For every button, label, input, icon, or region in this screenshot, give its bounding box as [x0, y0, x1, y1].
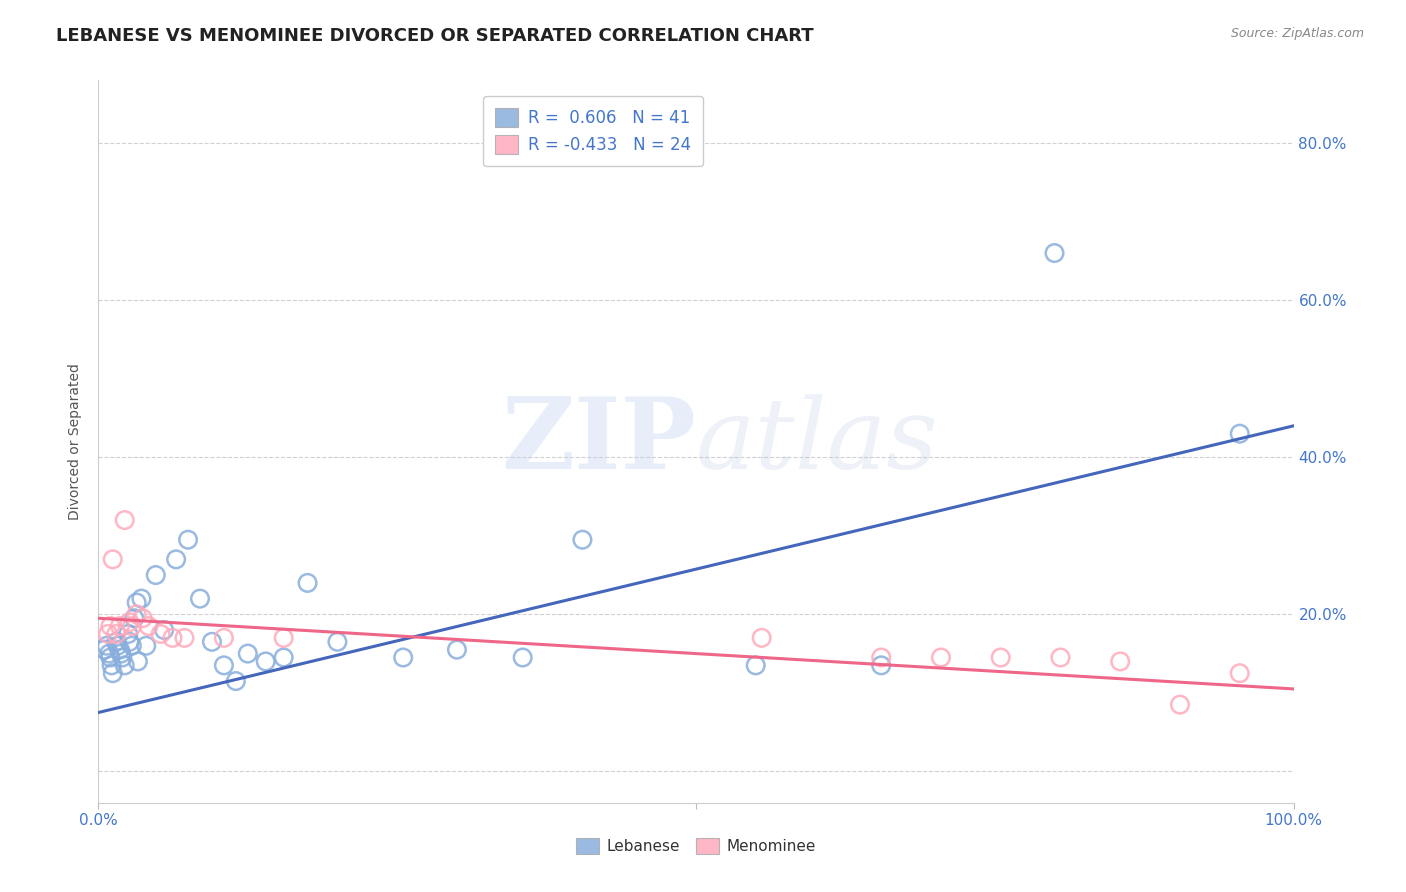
Point — [121, 639, 143, 653]
Point — [1109, 655, 1132, 669]
Legend: Lebanese, Menominee: Lebanese, Menominee — [571, 832, 821, 860]
Point — [177, 533, 200, 547]
Point — [273, 631, 295, 645]
Point — [1229, 426, 1251, 441]
Point — [145, 568, 167, 582]
Point — [188, 591, 211, 606]
Point — [131, 611, 153, 625]
Point — [162, 631, 184, 645]
Text: atlas: atlas — [696, 394, 939, 489]
Point — [297, 575, 319, 590]
Point — [236, 647, 259, 661]
Point — [114, 658, 136, 673]
Point — [751, 631, 773, 645]
Point — [571, 533, 593, 547]
Point — [131, 591, 153, 606]
Point — [326, 635, 349, 649]
Point — [138, 619, 160, 633]
Point — [98, 619, 122, 633]
Point — [446, 642, 468, 657]
Point — [101, 666, 124, 681]
Point — [225, 674, 247, 689]
Point — [98, 647, 121, 661]
Point — [108, 619, 131, 633]
Point — [135, 639, 157, 653]
Point — [165, 552, 187, 566]
Text: ZIP: ZIP — [501, 393, 696, 490]
Point — [105, 635, 128, 649]
Point — [273, 650, 295, 665]
Point — [125, 607, 148, 622]
Point — [1168, 698, 1191, 712]
Point — [121, 619, 143, 633]
Point — [105, 627, 128, 641]
Point — [100, 658, 122, 673]
Point — [870, 658, 893, 673]
Point — [125, 595, 148, 609]
Point — [114, 513, 136, 527]
Point — [212, 631, 235, 645]
Point — [212, 658, 235, 673]
Y-axis label: Divorced or Separated: Divorced or Separated — [69, 363, 83, 520]
Point — [870, 650, 893, 665]
Point — [392, 650, 415, 665]
Point — [111, 650, 134, 665]
Text: LEBANESE VS MENOMINEE DIVORCED OR SEPARATED CORRELATION CHART: LEBANESE VS MENOMINEE DIVORCED OR SEPARA… — [56, 27, 814, 45]
Point — [201, 635, 224, 649]
Point — [96, 639, 118, 653]
Point — [108, 642, 131, 657]
Point — [254, 655, 277, 669]
Point — [1043, 246, 1066, 260]
Point — [127, 655, 149, 669]
Point — [153, 623, 176, 637]
Point — [118, 635, 141, 649]
Point — [101, 552, 124, 566]
Point — [118, 615, 141, 630]
Point — [149, 627, 172, 641]
Point — [1229, 666, 1251, 681]
Point — [512, 650, 534, 665]
Text: Source: ZipAtlas.com: Source: ZipAtlas.com — [1230, 27, 1364, 40]
Point — [929, 650, 952, 665]
Point — [745, 658, 768, 673]
Point — [93, 642, 115, 657]
Point — [117, 627, 139, 641]
Point — [107, 639, 129, 653]
Point — [1049, 650, 1071, 665]
Point — [173, 631, 195, 645]
Point — [98, 650, 122, 665]
Point — [124, 611, 146, 625]
Point — [110, 647, 132, 661]
Point — [990, 650, 1012, 665]
Point — [97, 627, 120, 641]
